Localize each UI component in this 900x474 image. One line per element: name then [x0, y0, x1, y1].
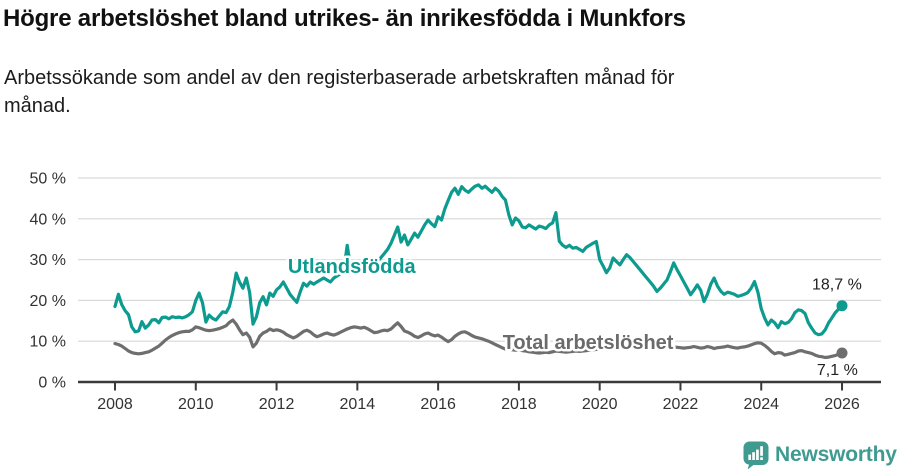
y-tick-label: 0 % — [38, 375, 66, 392]
newsworthy-logo: Newsworthy — [743, 441, 897, 469]
x-tick-label: 2012 — [259, 396, 295, 413]
y-tick-label: 10 % — [30, 334, 66, 351]
series-line-utlandsf-dda — [113, 183, 844, 337]
logo-bubble-shape — [743, 441, 769, 469]
value-label: 7,1 % — [817, 362, 858, 379]
series-layer — [113, 183, 848, 360]
x-tick-label: 2010 — [178, 396, 214, 413]
y-tick-label: 40 % — [30, 211, 66, 228]
x-tick-label: 2022 — [663, 396, 699, 413]
x-tick-label: 2020 — [582, 396, 618, 413]
x-tick-label: 2018 — [501, 396, 537, 413]
y-tick-label: 30 % — [30, 252, 66, 269]
value-label: 18,7 % — [812, 277, 862, 294]
series-end-dot — [836, 300, 848, 312]
axis-layer: 2008 2010 2012 2014 2016 2018 2020 2022 2024 2026 — [97, 383, 860, 413]
x-tick-label: 2026 — [824, 396, 860, 413]
x-tick-label: 2016 — [420, 396, 456, 413]
y-tick-label: 20 % — [30, 293, 66, 310]
brand-name: Newsworthy — [775, 443, 897, 466]
x-tick-label: 2014 — [340, 396, 376, 413]
newsworthy-logo-icon — [743, 441, 769, 469]
series-line-total-arbetsl-shet — [113, 318, 844, 360]
annotation-layer: Utlandsfödda Total arbetslöshet 18,7 % 7,1 … — [285, 254, 864, 382]
logo-bars-icon — [748, 446, 763, 460]
y-tick-label: 50 % — [30, 171, 66, 188]
chart-subtitle: Arbetssökande som andel av den registerb… — [4, 67, 675, 117]
x-tick-label: 2024 — [743, 396, 779, 413]
series-end-dot — [836, 347, 848, 359]
grid-layer: 0 % 10 % 20 % 30 % 40 % 50 % — [30, 171, 881, 392]
series-label: Total arbetslöshet — [503, 332, 674, 354]
series-label: Utlandsfödda — [288, 256, 417, 278]
page-title: Högre arbetslöshet bland utrikes- än inr… — [3, 5, 686, 32]
x-tick-label: 2008 — [97, 396, 133, 413]
